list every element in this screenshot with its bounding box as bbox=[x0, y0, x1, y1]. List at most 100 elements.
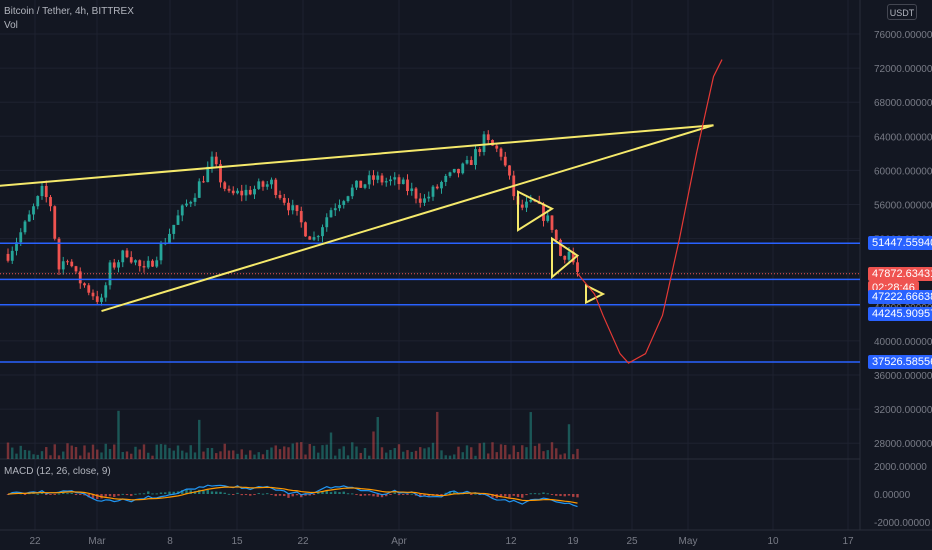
macd-histogram-bar bbox=[393, 492, 396, 494]
candle-body bbox=[87, 285, 91, 293]
price-tick-label: 68000.00000 bbox=[874, 98, 932, 109]
volume-bar bbox=[147, 452, 150, 459]
volume-bar bbox=[210, 448, 214, 459]
candle-body bbox=[125, 250, 129, 258]
macd-histogram-bar bbox=[346, 493, 350, 495]
volume-bar bbox=[351, 442, 354, 459]
candle-body bbox=[350, 187, 354, 197]
volume-bar bbox=[15, 453, 18, 459]
volume-bar bbox=[181, 450, 184, 459]
candle-body bbox=[159, 243, 163, 261]
macd-histogram-bar bbox=[257, 493, 260, 495]
candle-body bbox=[57, 238, 61, 270]
volume-bar bbox=[62, 451, 65, 459]
forecast-path bbox=[577, 59, 723, 364]
volume-bar bbox=[189, 445, 192, 459]
candle-body bbox=[100, 297, 103, 302]
volume-bar bbox=[87, 452, 90, 459]
candle-body bbox=[91, 292, 95, 297]
candle-body bbox=[457, 168, 460, 174]
volume-bar bbox=[202, 451, 205, 459]
volume-bar bbox=[176, 445, 180, 459]
volume-bar bbox=[96, 449, 99, 459]
volume-bar bbox=[546, 450, 549, 459]
macd-histogram-bar bbox=[151, 493, 154, 495]
macd-histogram-bar bbox=[164, 492, 167, 494]
volume-bar bbox=[125, 451, 129, 459]
volume-bar bbox=[414, 450, 418, 459]
candle-body bbox=[108, 262, 112, 286]
volume-bar bbox=[121, 452, 124, 459]
macd-histogram-bar bbox=[79, 494, 82, 495]
candle-body bbox=[406, 179, 409, 192]
volume-bar bbox=[49, 455, 52, 459]
volume-bar bbox=[232, 450, 235, 459]
macd-histogram-bar bbox=[317, 492, 320, 494]
macd-histogram-bar bbox=[253, 494, 256, 495]
candle-body bbox=[168, 233, 171, 244]
macd-histogram-bar bbox=[155, 493, 158, 495]
macd-histogram-bar bbox=[274, 494, 277, 497]
macd-histogram-bar bbox=[427, 494, 430, 497]
macd-histogram-bar bbox=[147, 491, 150, 494]
volume-bar bbox=[100, 452, 103, 459]
volume-bar bbox=[70, 445, 73, 459]
candle-body bbox=[295, 205, 299, 212]
volume-bar bbox=[236, 453, 239, 459]
time-tick-label: 25 bbox=[626, 536, 638, 547]
volume-bar bbox=[130, 453, 133, 459]
candle-body bbox=[49, 197, 52, 207]
candle-body bbox=[6, 253, 10, 261]
triangle-pattern bbox=[551, 236, 580, 280]
candle-body bbox=[142, 266, 146, 268]
macd-histogram-bar bbox=[508, 494, 511, 498]
volume-bar bbox=[253, 454, 256, 459]
candle-body bbox=[401, 179, 405, 185]
volume-bar bbox=[117, 410, 120, 459]
macd-histogram-bar bbox=[49, 494, 52, 495]
candle-body bbox=[444, 175, 448, 182]
candle-body bbox=[197, 181, 201, 198]
macd-histogram-bar bbox=[159, 492, 163, 494]
volume-bar bbox=[410, 451, 413, 459]
candle-body bbox=[253, 188, 256, 195]
volume-bar bbox=[312, 445, 316, 459]
candle-body bbox=[491, 139, 494, 146]
candle-body bbox=[189, 201, 193, 204]
macd-histogram-bar bbox=[338, 492, 341, 494]
time-tick-label: Apr bbox=[391, 536, 407, 547]
macd-histogram-bar bbox=[96, 494, 99, 500]
candle-body bbox=[291, 205, 295, 211]
volume-bar bbox=[28, 450, 31, 459]
macd-histogram-bar bbox=[57, 493, 61, 495]
macd-histogram-bar bbox=[168, 491, 171, 494]
macd-histogram-bar bbox=[249, 494, 252, 496]
macd-histogram-bar bbox=[215, 491, 218, 494]
macd-histogram-bar bbox=[172, 491, 175, 494]
candle-body bbox=[465, 160, 469, 164]
macd-histogram-bar bbox=[406, 494, 409, 495]
volume-bar bbox=[368, 455, 371, 459]
macd-histogram-bar bbox=[372, 494, 375, 497]
candle-body bbox=[478, 149, 482, 153]
price-tick-label: 72000.00000 bbox=[874, 64, 932, 75]
candle-body bbox=[240, 190, 244, 196]
candle-body bbox=[410, 188, 414, 192]
volume-bar bbox=[567, 424, 571, 459]
candle-body bbox=[342, 201, 346, 205]
volume-bar bbox=[385, 452, 388, 459]
candle-body bbox=[414, 188, 418, 199]
time-tick-label: 22 bbox=[29, 536, 41, 547]
macd-histogram-bar bbox=[227, 493, 231, 495]
volume-bar bbox=[23, 449, 27, 459]
volume-bar bbox=[223, 443, 226, 459]
currency-button[interactable]: USDT bbox=[887, 4, 917, 20]
volume-bar bbox=[300, 442, 303, 459]
price-tick-label: 64000.00000 bbox=[874, 132, 932, 143]
candle-body bbox=[440, 181, 443, 189]
volume-bar bbox=[516, 451, 520, 459]
candle-body bbox=[15, 242, 18, 251]
macd-histogram-bar bbox=[304, 494, 307, 496]
volume-bar bbox=[249, 450, 252, 459]
